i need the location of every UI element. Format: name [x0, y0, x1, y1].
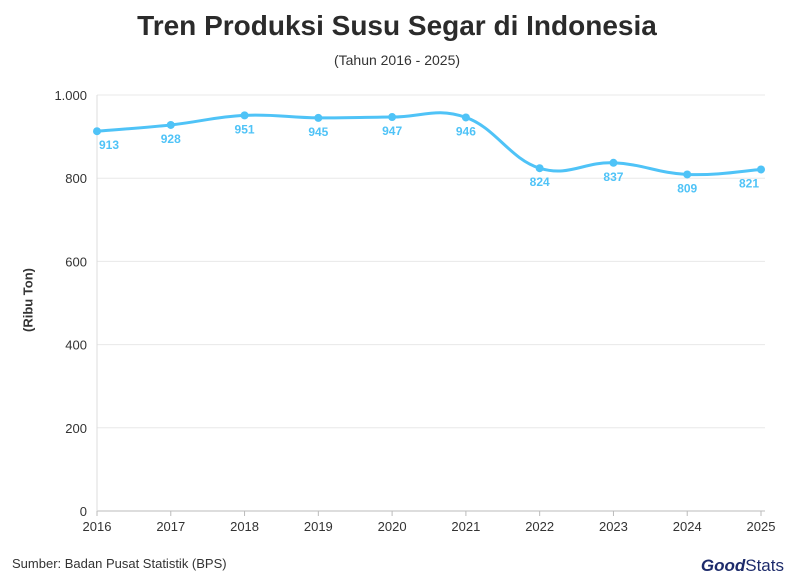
data-point	[609, 158, 618, 167]
data-label: 821	[739, 176, 759, 190]
y-tick-label: 200	[65, 421, 87, 436]
y-tick-label: 1.000	[54, 88, 87, 103]
data-point	[535, 164, 544, 173]
data-label: 946	[456, 124, 476, 138]
y-tick-label: 800	[65, 171, 87, 186]
data-point	[461, 113, 470, 122]
data-label: 824	[530, 175, 550, 189]
y-tick-label: 600	[65, 254, 87, 269]
x-tick-label: 2020	[378, 519, 407, 534]
data-point	[388, 113, 397, 122]
source-note: Sumber: Badan Pusat Statistik (BPS)	[12, 556, 227, 571]
chart-subtitle: (Tahun 2016 - 2025)	[333, 52, 461, 68]
data-point	[683, 170, 692, 179]
data-label: 947	[382, 124, 402, 138]
x-tick-label: 2019	[304, 519, 333, 534]
data-label: 809	[677, 181, 697, 195]
data-point	[166, 120, 175, 129]
data-label: 928	[161, 132, 181, 146]
x-tick-label: 2016	[83, 519, 112, 534]
chart-title: Tren Produksi Susu Segar di Indonesia	[137, 10, 657, 41]
data-point	[240, 111, 249, 120]
x-tick-label: 2025	[747, 519, 776, 534]
x-tick-label: 2022	[525, 519, 554, 534]
data-point	[93, 127, 101, 136]
data-label: 837	[603, 170, 623, 184]
x-tick-label: 2024	[673, 519, 702, 534]
data-label: 945	[308, 125, 328, 139]
y-tick-label: 400	[65, 338, 87, 353]
x-tick-label: 2023	[599, 519, 628, 534]
y-tick-label: 0	[80, 504, 87, 519]
series-line	[96, 111, 762, 177]
data-label: 913	[99, 138, 119, 152]
data-point	[757, 165, 765, 174]
goodstats-logo: GoodStats	[701, 556, 784, 576]
x-tick-label: 2018	[230, 519, 259, 534]
data-label: 951	[235, 122, 255, 136]
logo-stats: Stats	[745, 556, 784, 575]
x-tick-label: 2017	[156, 519, 185, 534]
logo-good: Good	[700, 556, 746, 575]
data-point	[314, 113, 323, 122]
x-tick-label: 2021	[451, 519, 480, 534]
